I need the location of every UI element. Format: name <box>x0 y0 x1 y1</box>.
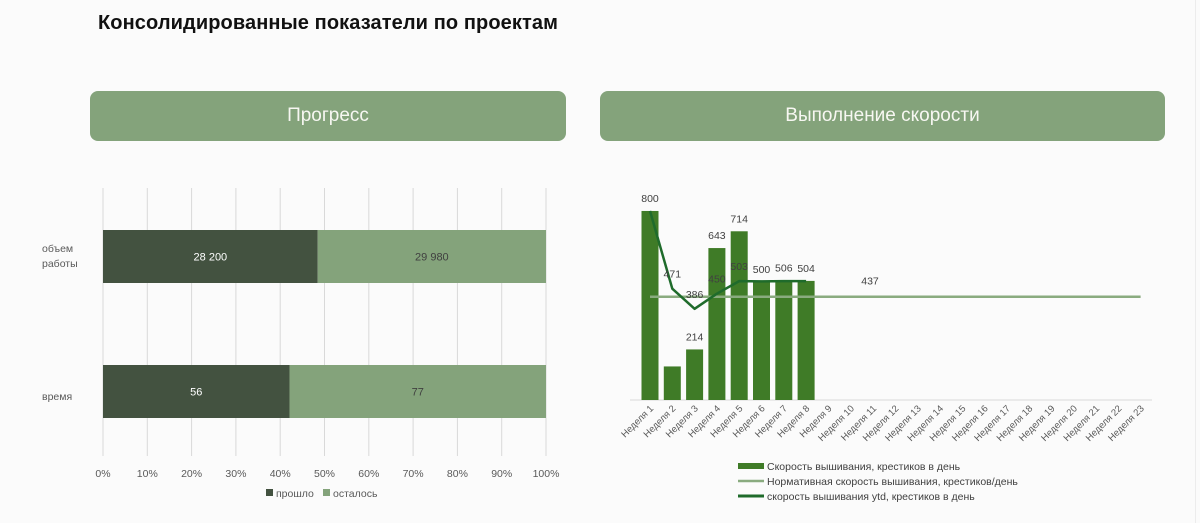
category-label: работы <box>42 258 78 270</box>
x-tick-label: 60% <box>358 468 379 480</box>
speed-bar <box>753 281 770 400</box>
legend-swatch <box>266 489 273 496</box>
category-label: время <box>42 391 72 403</box>
bar-data-label: 506 <box>775 262 793 274</box>
speed-bar <box>775 280 793 400</box>
x-tick-label: 100% <box>533 468 560 480</box>
ytd-data-label: 450 <box>708 274 726 286</box>
x-tick-label: 0% <box>95 468 110 480</box>
progress-bar-segment <box>317 230 546 283</box>
x-tick-label: 40% <box>270 468 291 480</box>
speed-bar <box>641 210 659 400</box>
speed-bar <box>686 349 704 400</box>
legend-label: скорость вышивания ytd, крестиков в день <box>767 491 975 503</box>
x-tick-label: 10% <box>137 468 158 480</box>
x-tick-label: 30% <box>225 468 246 480</box>
bar-data-label: 714 <box>730 213 748 225</box>
speed-bar <box>663 366 681 400</box>
progress-bar-segment <box>289 365 546 418</box>
speed-panel-header: Выполнение скорости <box>600 91 1165 141</box>
legend-label: Скорость вышивания, крестиков в день <box>767 461 961 473</box>
ytd-data-label: 471 <box>664 269 682 281</box>
legend-swatch <box>738 479 764 483</box>
progress-bar-value: 77 <box>412 387 424 399</box>
progress-panel-title: Прогресс <box>287 105 369 126</box>
speed-bar <box>708 248 726 400</box>
ytd-data-label: 386 <box>686 289 704 301</box>
progress-chart: 0% 10% 20% 30% 40% 50% 60% 70% 80% 90% 100% 28 200 2… <box>42 188 559 500</box>
speed-bar <box>730 231 748 400</box>
bar-data-label: 504 <box>797 263 815 275</box>
x-tick-label: 70% <box>403 468 424 480</box>
progress-bar-segment <box>103 365 290 418</box>
ytd-line <box>648 210 807 311</box>
legend-label: прошло <box>276 488 314 500</box>
norm-data-label: 437 <box>861 276 879 288</box>
progress-bar-value: 29 980 <box>415 252 449 264</box>
bar-data-label: 214 <box>686 331 704 343</box>
x-tick-label: 50% <box>314 468 335 480</box>
speed-panel-title: Выполнение скорости <box>785 105 980 126</box>
legend-label: осталось <box>333 488 378 500</box>
progress-bar-value: 56 <box>190 387 202 399</box>
legend-swatch <box>323 489 330 496</box>
speed-bar <box>797 280 815 400</box>
progress-bar-segment <box>103 230 318 283</box>
progress-bar-value: 28 200 <box>194 252 228 264</box>
x-tick-label: 20% <box>181 468 202 480</box>
legend-swatch <box>738 494 764 498</box>
category-label: объем <box>42 243 73 255</box>
bar-data-label: 500 <box>753 264 771 276</box>
ytd-data-label: 503 <box>730 261 748 273</box>
x-tick-label: 90% <box>491 468 512 480</box>
bar-data-label: 800 <box>641 193 659 205</box>
legend-label: Нормативная скорость вышивания, крестико… <box>767 476 1018 488</box>
page-title: Консолидированные показатели по проектам <box>98 12 559 34</box>
progress-panel-header: Прогресс <box>90 91 566 141</box>
x-tick-label: 80% <box>447 468 468 480</box>
page-right-border <box>1195 0 1196 523</box>
legend-swatch <box>738 463 764 469</box>
bar-data-label: 643 <box>708 230 726 242</box>
